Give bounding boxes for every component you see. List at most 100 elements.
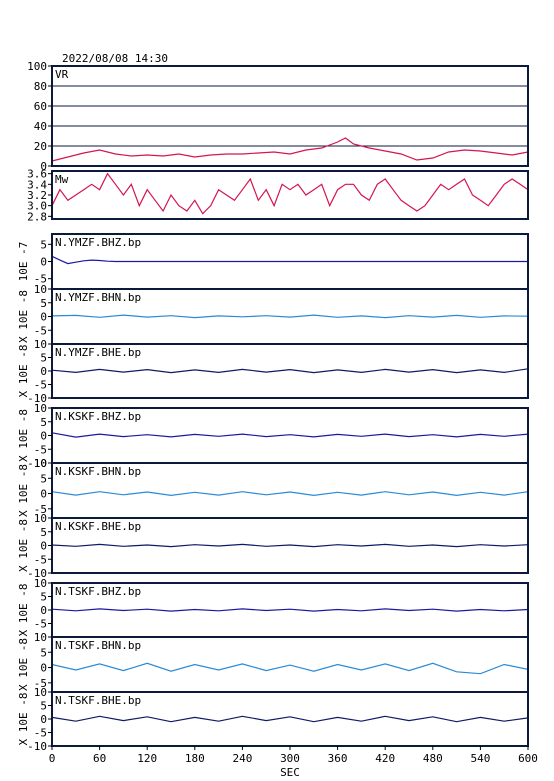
x-tick-label-4: 240 — [232, 752, 252, 765]
panel-ymzf-bhz-ytick-label-2: 5 — [40, 238, 47, 251]
panel-tskf-bhn: -5 0 5 10 N.TSKF.BHN.bp X 10E -8 — [17, 631, 529, 693]
panel-kskf-bhn-unit-label: X 10E -8 — [17, 464, 30, 517]
panel-vr-ytick-label-3: 60 — [34, 100, 47, 113]
panel-kskf-bhz-label: N.KSKF.BHZ.bp — [55, 410, 141, 423]
datetime-header: 2022/08/08 14:30 — [62, 52, 168, 65]
panel-vr-ytick-label-0: 0 — [40, 160, 47, 173]
panel-ymzf-bhn-ytick-label-0: -5 — [34, 324, 47, 337]
panel-ymzf-bhn-label: N.YMZF.BHN.bp — [55, 291, 141, 304]
panel-tskf-bhz-ytick-label-3: 10 — [34, 577, 47, 590]
panel-tskf-bhe-ytick-label-4: 10 — [34, 686, 47, 699]
panel-ymzf-bhn-ytick-label-2: 5 — [40, 297, 47, 310]
panel-ymzf-bhe-ytick-label-3: 5 — [40, 352, 47, 365]
panel-tskf-bhz-label: N.TSKF.BHZ.bp — [55, 585, 141, 598]
panel-kskf-bhe-ytick-label-0: -10 — [27, 567, 47, 580]
panel-vr-ytick-label-4: 80 — [34, 80, 47, 93]
x-tick-label-3: 180 — [185, 752, 205, 765]
panel-tskf-bhe-ytick-label-2: 0 — [40, 713, 47, 726]
panel-tskf-bhe-series-line — [51, 715, 529, 723]
panel-vr-ytick-label-2: 40 — [34, 120, 47, 133]
panel-kskf-bhe-unit-label: X 10E -8 — [17, 519, 30, 572]
x-axis: 0 60 120 180 240 300 360 420 480 540 600 — [49, 746, 538, 765]
panel-tskf-bhn-unit-label: X 10E -8 — [17, 638, 30, 691]
panel-mw-ytick-label-4: 3.6 — [27, 168, 47, 181]
x-tick-label-8: 480 — [423, 752, 443, 765]
panel-kskf-bhn: -5 0 5 10 N.KSKF.BHN.bp X 10E -8 — [17, 457, 529, 519]
panel-ymzf-bhe-ytick-label-0: -10 — [27, 392, 47, 405]
panel-kskf-bhz-ytick-label-2: 0 — [40, 430, 47, 443]
panel-kskf-bhe-ytick-label-3: 5 — [40, 526, 47, 539]
panel-ymzf-bhn-ytick-label-3: 10 — [34, 283, 47, 296]
x-tick-label-1: 60 — [93, 752, 106, 765]
panel-ymzf-bhe-ytick-label-4: 10 — [34, 338, 47, 351]
panel-vr-label: VR — [55, 68, 69, 81]
panel-mw: 2.83.03.23.43.6 Mw — [27, 168, 529, 223]
panel-mw-series-line — [51, 172, 529, 215]
panel-tskf-bhn-series-line — [51, 662, 529, 675]
panel-tskf-bhe-ytick-label-0: -10 — [27, 740, 47, 753]
panel-tskf-bhz-ytick-label-1: 0 — [40, 604, 47, 617]
panel-tskf-bhn-ytick-label-0: -5 — [34, 677, 47, 690]
panel-ymzf-bhz: -5 0 5 N.YMZF.BHZ.bp 10E -7 — [17, 233, 529, 290]
panel-kskf-bhn-ytick-label-0: -5 — [34, 503, 47, 516]
panel-vr-frame — [51, 65, 529, 167]
panel-kskf-bhz-ytick-label-0: -10 — [27, 457, 47, 470]
panel-vr: 0 20 40 60 80 100 VR — [27, 60, 529, 173]
panel-kskf-bhe-series-line — [51, 543, 529, 548]
panel-kskf-bhe-ytick-label-2: 0 — [40, 540, 47, 553]
panel-kskf-bhz-ytick-label-4: 10 — [34, 402, 47, 415]
panel-ymzf-bhz-series-line — [51, 255, 528, 265]
panel-ymzf-bhz-ytick-label-1: 0 — [40, 256, 47, 269]
panel-kskf-bhn-ytick-label-1: 0 — [40, 488, 47, 501]
panel-tskf-bhn-ytick-label-1: 0 — [40, 662, 47, 675]
panel-mw-ytick-label-3: 3.4 — [27, 178, 47, 191]
panel-mw-ytick-label-0: 2.8 — [27, 210, 47, 223]
panel-ymzf-bhn-unit-label: X 10E -8 — [17, 290, 30, 343]
panel-vr-series-line — [51, 137, 529, 162]
panel-ymzf-bhn-ytick-label-1: 0 — [40, 311, 47, 324]
panel-ymzf-bhe-unit-label: X 10E -8 — [17, 345, 30, 398]
panel-ymzf-bhe-series-line — [51, 368, 529, 374]
panel-mw-ytick-label-1: 3.0 — [27, 200, 47, 213]
panel-tskf-bhe-label: N.TSKF.BHE.bp — [55, 694, 141, 707]
x-tick-label-5: 300 — [280, 752, 300, 765]
panel-tskf-bhz-ytick-label-2: 5 — [40, 591, 47, 604]
panel-tskf-bhz-ytick-label-0: -5 — [34, 618, 47, 631]
panel-tskf-bhe-ytick-label-3: 5 — [40, 700, 47, 713]
panel-vr-ytick-label-1: 20 — [34, 140, 47, 153]
x-tick-label-0: 0 — [49, 752, 56, 765]
panel-ymzf-bhn-series-line — [51, 314, 529, 319]
panel-kskf-bhz-series-line — [51, 432, 529, 438]
x-tick-label-6: 360 — [328, 752, 348, 765]
panel-tskf-bhz-unit-label: X 10E -8 — [17, 584, 30, 637]
panel-mw-ytick-label-2: 3.2 — [27, 189, 47, 202]
panel-kskf-bhz-unit-label: X 10E -8 — [17, 409, 30, 462]
x-axis-label: SEC — [280, 766, 300, 779]
panel-kskf-bhn-ytick-label-2: 5 — [40, 472, 47, 485]
panel-kskf-bhe-ytick-label-1: -5 — [34, 553, 47, 566]
panel-ymzf-bhe-label: N.YMZF.BHE.bp — [55, 346, 141, 359]
x-tick-label-2: 120 — [137, 752, 157, 765]
panel-tskf-bhn-ytick-label-3: 10 — [34, 631, 47, 644]
panel-tskf-bhe-ytick-label-1: -5 — [34, 727, 47, 740]
panel-ymzf-bhz-unit-label: 10E -7 — [17, 242, 30, 282]
panel-mw-label: Mw — [55, 173, 69, 186]
panel-kskf-bhe-ytick-label-4: 10 — [34, 512, 47, 525]
x-tick-label-10: 600 — [518, 752, 538, 765]
panel-ymzf-bhe-ytick-label-2: 0 — [40, 365, 47, 378]
panel-kskf-bhn-ytick-label-3: 10 — [34, 457, 47, 470]
panel-kskf-bhn-series-line — [51, 491, 529, 497]
panel-kskf-bhe-label: N.KSKF.BHE.bp — [55, 520, 141, 533]
x-tick-label-7: 420 — [375, 752, 395, 765]
x-tick-label-9: 540 — [470, 752, 490, 765]
panel-tskf-bhe-unit-label: X 10E -8 — [17, 693, 30, 746]
panel-kskf-bhn-label: N.KSKF.BHN.bp — [55, 465, 141, 478]
